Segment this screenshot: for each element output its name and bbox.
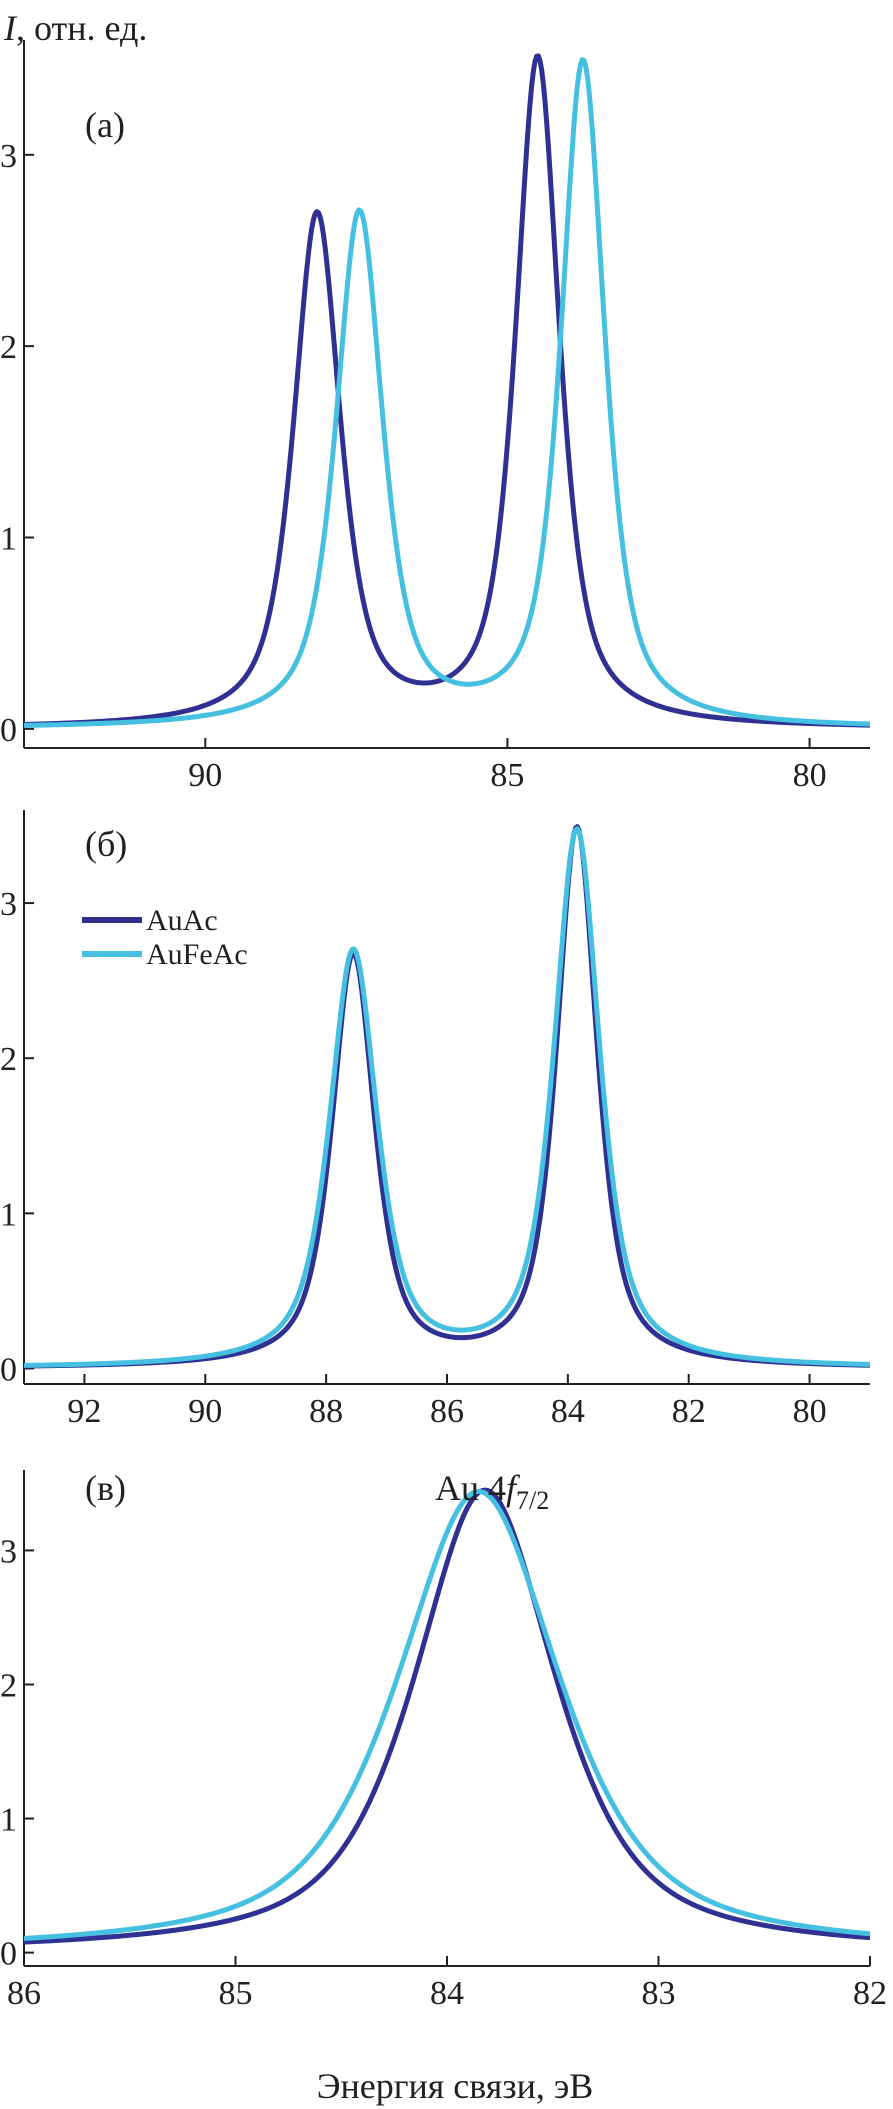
x-tick-label: 85 (490, 757, 524, 794)
legend: AuAc AuFeAc (82, 904, 248, 971)
x-tick-label: 82 (672, 1393, 706, 1430)
series-line-aufeac (23, 826, 871, 1368)
x-tick-label: 82 (853, 1975, 887, 2012)
x-tick-label: 90 (188, 1393, 222, 1430)
y-axis-unit: , отн. ед. (16, 8, 147, 48)
panel-c: 0 1 2 3 86 85 84 83 82 (в) Au 4f7/2 (0, 1468, 887, 2012)
panel-annotation: Au 4f7/2 (435, 1468, 549, 1515)
x-tick-label: 88 (309, 1393, 343, 1430)
x-tick-label: 86 (430, 1393, 464, 1430)
panel-a: 0 1 2 3 90 85 80 (а) (0, 40, 871, 794)
x-tick-label: 92 (67, 1393, 101, 1430)
x-tick-label: 84 (430, 1975, 464, 2012)
y-tick-label: 3 (0, 886, 17, 923)
x-tick-label: 80 (793, 757, 827, 794)
series-line-aufeac (23, 57, 871, 728)
panel-label: (а) (85, 105, 125, 145)
y-tick-label: 2 (0, 329, 17, 366)
y-tick-label: 1 (0, 1802, 17, 1839)
panel-b: 0 1 2 3 92 90 88 86 84 82 80 (б) (0, 810, 871, 1430)
series-line-auac (23, 53, 871, 728)
series-line-auac (23, 1487, 871, 1945)
y-tick-label: 0 (0, 1936, 17, 1973)
panel-label: (б) (85, 824, 127, 864)
x-tick-label: 90 (188, 757, 222, 794)
x-tick-label: 80 (793, 1393, 827, 1430)
legend-label-auac: AuAc (146, 904, 218, 937)
y-axis-title: I, отн. ед. (3, 8, 147, 48)
y-tick-label: 1 (0, 521, 17, 558)
x-tick-label: 86 (7, 1975, 41, 2012)
y-tick-label: 1 (0, 1196, 17, 1233)
y-axis-symbol: I (3, 8, 18, 48)
legend-label-aufeac: AuFeAc (146, 938, 248, 971)
series-line-aufeac (23, 1488, 871, 1941)
y-tick-label: 3 (0, 138, 17, 175)
y-tick-label: 0 (0, 712, 17, 749)
x-tick-label: 84 (551, 1393, 585, 1430)
x-tick-label: 83 (642, 1975, 676, 2012)
x-tick-label: 85 (219, 1975, 253, 2012)
x-axis-title: Энергия связи, эВ (317, 2066, 594, 2106)
panel-label: (в) (85, 1468, 126, 1508)
y-tick-label: 2 (0, 1667, 17, 1704)
y-tick-label: 3 (0, 1533, 17, 1570)
y-tick-label: 2 (0, 1041, 17, 1078)
y-tick-label: 0 (0, 1351, 17, 1388)
